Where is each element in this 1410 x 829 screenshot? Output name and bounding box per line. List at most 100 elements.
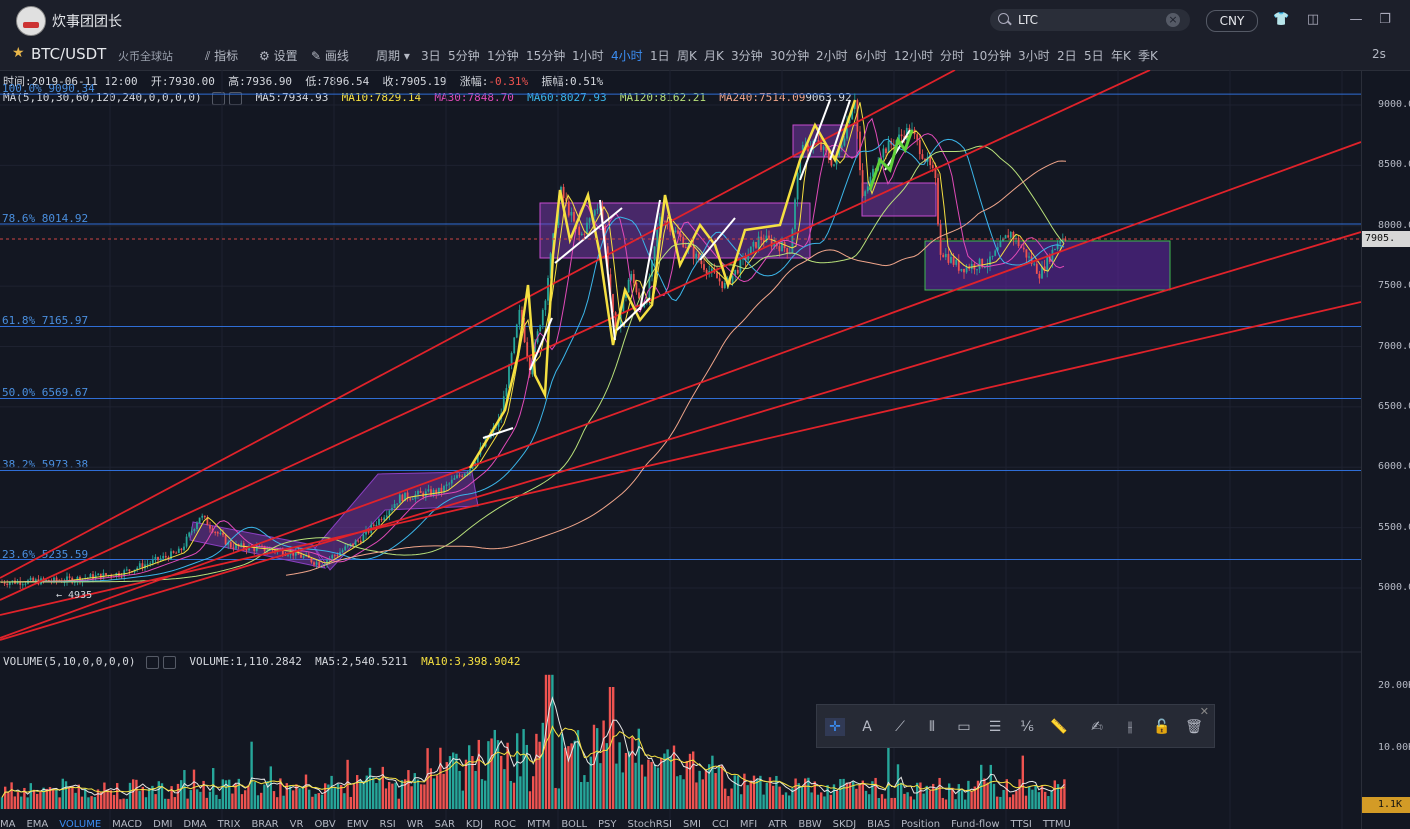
indicators-button[interactable]: ⫽ 指标 [205, 49, 239, 63]
indicator-tab[interactable]: DMA [183, 819, 207, 829]
indicator-tab[interactable]: RSI [379, 819, 396, 829]
indicator-tab[interactable]: TTMU [1042, 819, 1071, 829]
period-tab[interactable]: 周K [677, 49, 697, 63]
volume-bar [916, 782, 919, 809]
volume-bar [666, 749, 669, 809]
lock-icon[interactable]: 🔓 [1153, 719, 1171, 735]
period-tab[interactable]: 3日 [421, 49, 441, 63]
period-label[interactable]: 周期 ▾ [376, 49, 410, 63]
magnet-icon[interactable]: ⫲ [1127, 719, 1133, 735]
annotation-line [829, 99, 851, 161]
settings-button[interactable]: ⚙ 设置 [259, 49, 298, 63]
indicator-tab[interactable]: OBV [314, 819, 336, 829]
indicator-tab[interactable]: MACD [112, 819, 143, 829]
favorite-star-icon[interactable]: ★ [12, 45, 25, 61]
volume-bar [733, 775, 736, 809]
indicator-tab[interactable]: BIAS [867, 819, 891, 829]
period-tab[interactable]: 4小时 [611, 49, 643, 63]
volume-bar [199, 791, 202, 809]
volume-settings-icon[interactable] [146, 655, 160, 669]
period-tab[interactable]: 1分钟 [487, 49, 519, 63]
fib-tool-icon[interactable]: ⦀ [928, 719, 936, 735]
period-tab[interactable]: 季K [1138, 49, 1158, 63]
indicator-tab[interactable]: VOLUME [59, 819, 102, 829]
clear-search-icon[interactable]: × [1166, 13, 1180, 27]
indicator-tab[interactable]: PSY [598, 819, 617, 829]
indicator-tab[interactable]: BRAR [251, 819, 279, 829]
period-tab[interactable]: 10分钟 [972, 49, 1012, 63]
period-tab[interactable]: 3分钟 [731, 49, 763, 63]
shirt-icon[interactable]: 👕 [1273, 12, 1290, 27]
indicator-tab[interactable]: Fund-flow [951, 819, 1000, 829]
brush-tool-icon[interactable]: ✍ [1091, 719, 1103, 735]
avatar[interactable] [16, 6, 46, 36]
parallel-tool-icon[interactable]: ☰ [988, 719, 1002, 735]
period-tab[interactable]: 30分钟 [770, 49, 810, 63]
ma-close-icon[interactable] [229, 91, 243, 105]
volume-bar [484, 780, 487, 809]
period-tab[interactable]: 6小时 [855, 49, 887, 63]
close-icon[interactable]: ✕ [1199, 705, 1209, 718]
indicator-tab[interactable]: CCI [711, 819, 729, 829]
trendline-tool-icon[interactable]: ⟋ [895, 719, 905, 735]
indicator-tab[interactable]: KDJ [465, 819, 484, 829]
candle-body [396, 503, 399, 505]
volume-label[interactable]: VOLUME(5,10,0,0,0,0) [3, 655, 136, 668]
candle-body [861, 170, 864, 197]
indicator-tab[interactable]: BBW [798, 819, 822, 829]
indicator-tab[interactable]: BOLL [561, 819, 588, 829]
period-tab[interactable]: 2日 [1057, 49, 1077, 63]
indicator-tab[interactable]: Position [901, 819, 941, 829]
indicator-tab[interactable]: TTSI [1010, 819, 1032, 829]
indicator-tab[interactable]: MFI [739, 819, 758, 829]
period-tab[interactable]: 月K [704, 49, 724, 63]
rectangle-tool-icon[interactable]: ▭ [957, 719, 971, 735]
trash-icon[interactable]: 🗑 [1185, 719, 1203, 735]
search-box[interactable]: LTC × [990, 9, 1190, 31]
draw-button[interactable]: ✎ 画线 [311, 49, 349, 63]
volume-bar [0, 797, 4, 809]
indicator-tab[interactable]: VR [289, 819, 304, 829]
search-input[interactable]: LTC [1018, 13, 1039, 27]
indicator-tab[interactable]: DMI [153, 819, 173, 829]
indicator-tab[interactable]: TRIX [217, 819, 241, 829]
refresh-interval[interactable]: 2s [1372, 47, 1386, 61]
volume-bar [144, 797, 148, 809]
period-tab[interactable]: 分时 [940, 49, 965, 63]
indicator-tab[interactable]: WR [406, 819, 424, 829]
price-chart[interactable] [0, 70, 1361, 829]
volume-close-icon[interactable] [163, 655, 177, 669]
annotation-line [639, 199, 661, 311]
indicator-tab[interactable]: SAR [434, 819, 455, 829]
period-tab[interactable]: 年K [1111, 49, 1131, 63]
period-tab[interactable]: 15分钟 [526, 49, 566, 63]
indicator-tab[interactable]: EMV [346, 819, 369, 829]
ma-settings-icon[interactable] [212, 91, 226, 105]
indicator-tab[interactable]: ROC [494, 819, 516, 829]
period-tab[interactable]: 1日 [650, 49, 670, 63]
window-icon[interactable]: ◫ [1306, 12, 1320, 27]
indicator-tab[interactable]: MA [0, 819, 16, 829]
pattern-tool-icon[interactable]: ⅙ [1020, 719, 1034, 735]
indicator-tab[interactable]: EMA [26, 819, 49, 829]
text-tool-icon[interactable]: A [862, 719, 872, 735]
period-tab[interactable]: 5日 [1084, 49, 1104, 63]
period-tab[interactable]: 3小时 [1018, 49, 1050, 63]
indicator-tab[interactable]: SKDJ [832, 819, 857, 829]
indicator-tab[interactable]: StochRSI [627, 819, 672, 829]
period-tab[interactable]: 12小时 [894, 49, 934, 63]
period-tab[interactable]: 1小时 [572, 49, 604, 63]
minimize-icon[interactable]: — [1349, 12, 1363, 27]
indicator-tab[interactable]: MTM [526, 819, 551, 829]
crosshair-icon[interactable]: ✛ [825, 718, 845, 736]
restore-icon[interactable]: ❐ [1379, 12, 1391, 27]
volume-bar [509, 780, 512, 809]
indicator-tab[interactable]: SMI [683, 819, 701, 829]
ruler-tool-icon[interactable]: 📏 [1050, 719, 1068, 735]
symbol-name[interactable]: BTC/USDT [31, 45, 107, 63]
indicator-tab[interactable]: ATR [768, 819, 788, 829]
currency-selector[interactable]: CNY [1206, 10, 1258, 32]
volume-bar [93, 797, 96, 809]
period-tab[interactable]: 5分钟 [448, 49, 480, 63]
period-tab[interactable]: 2小时 [816, 49, 848, 63]
